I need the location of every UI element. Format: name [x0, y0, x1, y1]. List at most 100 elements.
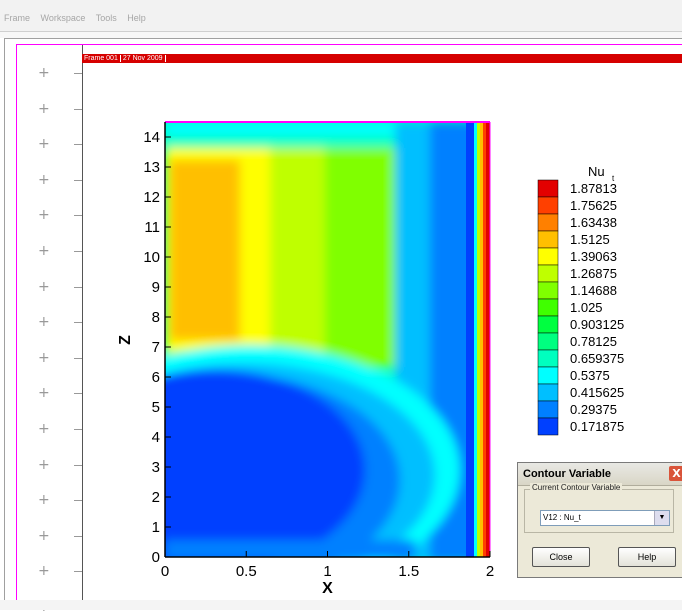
legend-swatch: [537, 383, 559, 402]
ruler-tick: [74, 144, 82, 146]
paper-edge-left: [16, 44, 17, 610]
color-legend: Nu t1.87813 1.75625 1.63438 1.5125 1.39063 1.2…: [537, 164, 624, 436]
ruler-plus-mark: +: [38, 100, 50, 117]
legend-level-label: 0.415625: [570, 385, 624, 400]
legend-swatch: [537, 230, 559, 249]
ruler-plus-mark: +: [38, 278, 50, 295]
legend-swatch: [537, 366, 559, 385]
y-tick-label: 6: [152, 369, 160, 386]
ruler-tick: [74, 108, 82, 110]
legend-swatch: [537, 196, 559, 215]
legend-level-label: 1.5125: [570, 232, 610, 247]
paper-edge-top: [16, 44, 682, 45]
dialog-close-icon[interactable]: X: [669, 466, 682, 481]
legend-swatch: [537, 400, 559, 419]
ruler-tick: [74, 393, 82, 395]
ruler-plus-mark: +: [38, 243, 50, 259]
menu-tools[interactable]: Tools: [95, 13, 117, 23]
y-tick-label: 2: [152, 489, 160, 506]
frame-name: Frame 001: [84, 55, 118, 62]
legend-level-label: 0.659375: [570, 351, 624, 366]
legend-level-label: 1.26875: [570, 266, 617, 281]
y-tick-label: 7: [152, 339, 160, 356]
y-tick-label: 13: [143, 159, 160, 176]
x-tick-label: 0: [161, 563, 169, 580]
legend-level-label: 1.39063: [570, 249, 617, 264]
legend-swatch: [537, 281, 559, 300]
chevron-down-icon[interactable]: ▼: [654, 511, 669, 525]
x-tick-label: 1.5: [398, 563, 419, 580]
ruler-plus-mark: +: [38, 385, 50, 402]
legend-level-label: 0.78125: [570, 334, 617, 349]
group-label: Current Contour Variable: [530, 483, 623, 492]
contour-variable-dialog: Contour Variable X Current Contour Varia…: [517, 462, 682, 578]
y-tick-label: 0: [152, 549, 160, 566]
ruler-tick: [74, 357, 82, 359]
ruler-tick: [74, 500, 82, 502]
ruler-plus-mark: +: [38, 65, 50, 81]
legend-swatch: [537, 349, 559, 368]
legend-level-label: 1.63438: [570, 215, 617, 230]
legend-level-label: 0.5375: [570, 368, 610, 383]
menu-bar: Frame Workspace Tools Help: [0, 0, 682, 32]
frame-header[interactable]: Frame 001 27 Nov 2009: [82, 54, 682, 63]
ruler-plus-mark: +: [38, 456, 50, 473]
y-tick-label: 8: [152, 309, 160, 326]
legend-swatch: [537, 179, 559, 198]
legend-swatch: [537, 213, 559, 232]
ruler-tick: [74, 322, 82, 324]
ruler-tick: [74, 251, 82, 252]
frame-date: 27 Nov 2009: [122, 55, 163, 62]
ruler-tick: [74, 464, 82, 466]
ruler-plus-mark: +: [38, 207, 50, 224]
ruler-tick: [74, 179, 82, 181]
contour-variable-select[interactable]: V12 : Nu_t ▼: [540, 510, 670, 526]
y-tick-label: 9: [152, 279, 160, 296]
frame-header-divider: [164, 54, 166, 62]
ruler-plus-mark: +: [38, 492, 50, 509]
ruler-plus-mark: +: [38, 527, 50, 544]
toolbar-gap: [0, 32, 682, 38]
y-tick-label: 5: [152, 399, 160, 416]
legend-level-label: 1.75625: [570, 198, 617, 213]
y-tick-label: 10: [143, 249, 160, 266]
ruler-plus-mark: +: [38, 563, 50, 580]
y-axis-label: Z: [117, 335, 134, 345]
vertical-ruler: ++++++++++++++++: [8, 44, 83, 614]
legend-title: Nu: [588, 164, 605, 179]
legend-swatch: [537, 247, 559, 266]
legend-level-label: 0.903125: [570, 317, 624, 332]
ruler-plus-mark: +: [38, 349, 50, 366]
ruler-tick: [74, 73, 82, 74]
menu-frame[interactable]: Frame: [4, 13, 31, 23]
close-button[interactable]: Close: [532, 547, 590, 567]
frame-header-divider: [119, 54, 121, 62]
ruler-plus-mark: +: [38, 136, 50, 153]
y-tick-label: 14: [143, 129, 160, 146]
dialog-titlebar[interactable]: Contour Variable X: [518, 463, 682, 486]
x-axis-label: X: [322, 580, 333, 597]
help-button[interactable]: Help: [618, 547, 676, 567]
selected-variable: V12 : Nu_t: [543, 513, 581, 522]
dialog-title: Contour Variable: [523, 468, 612, 480]
y-tick-label: 12: [143, 189, 160, 206]
menu-help[interactable]: Help: [127, 13, 146, 23]
legend-swatch: [537, 315, 559, 334]
ruler-plus-mark: +: [38, 171, 50, 188]
legend-swatch: [537, 264, 559, 283]
ruler-plus-mark: +: [38, 314, 50, 331]
y-tick-label: 4: [152, 429, 160, 446]
legend-swatch: [537, 298, 559, 317]
legend-swatch: [537, 332, 559, 351]
legend-level-label: 1.14688: [570, 283, 617, 298]
x-tick-label: 0.5: [236, 563, 257, 580]
legend-level-label: 0.171875: [570, 419, 624, 434]
ruler-plus-mark: +: [38, 421, 50, 437]
ruler-tick: [74, 215, 82, 217]
menu-workspace[interactable]: Workspace: [40, 13, 86, 23]
workspace-border: [4, 38, 682, 609]
ruler-tick: [74, 535, 82, 537]
ruler-tick: [74, 429, 82, 430]
